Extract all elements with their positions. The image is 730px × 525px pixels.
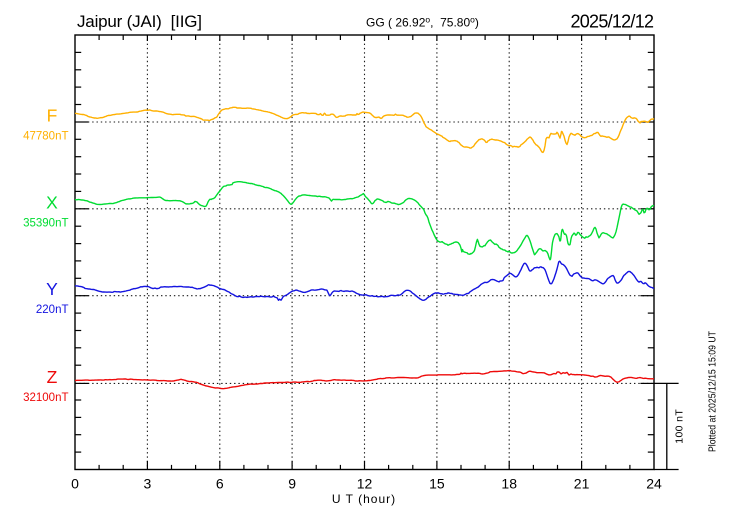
svg-text:32100nT: 32100nT bbox=[23, 392, 68, 404]
svg-text:Plotted at 2025/12/15 15:09 UT: Plotted at 2025/12/15 15:09 UT bbox=[708, 331, 719, 452]
svg-text:24: 24 bbox=[646, 476, 662, 492]
svg-text:21: 21 bbox=[574, 476, 590, 492]
svg-text:100 nT: 100 nT bbox=[673, 409, 685, 444]
svg-text:15: 15 bbox=[429, 476, 445, 492]
svg-text:Jaipur (JAI) [IIG]: Jaipur (JAI) [IIG] bbox=[77, 12, 202, 31]
svg-text:X: X bbox=[46, 192, 58, 212]
svg-text:Z: Z bbox=[47, 367, 58, 387]
svg-text:3: 3 bbox=[144, 476, 152, 492]
svg-text:2025/12/12: 2025/12/12 bbox=[571, 12, 655, 32]
svg-text:18: 18 bbox=[501, 476, 517, 492]
svg-text:35390nT: 35390nT bbox=[23, 217, 68, 229]
svg-text:0: 0 bbox=[71, 476, 79, 492]
svg-text:47780nT: 47780nT bbox=[23, 131, 68, 143]
svg-text:Y: Y bbox=[46, 279, 58, 299]
svg-text:6: 6 bbox=[216, 476, 224, 492]
svg-text:U T (hour): U T (hour) bbox=[332, 492, 396, 506]
svg-text:220nT: 220nT bbox=[36, 304, 69, 316]
svg-text:12: 12 bbox=[357, 476, 373, 492]
svg-text:GG ( 26.92o, 75.80o): GG ( 26.92o, 75.80o) bbox=[366, 15, 479, 30]
svg-text:9: 9 bbox=[288, 476, 296, 492]
svg-text:F: F bbox=[47, 106, 58, 126]
